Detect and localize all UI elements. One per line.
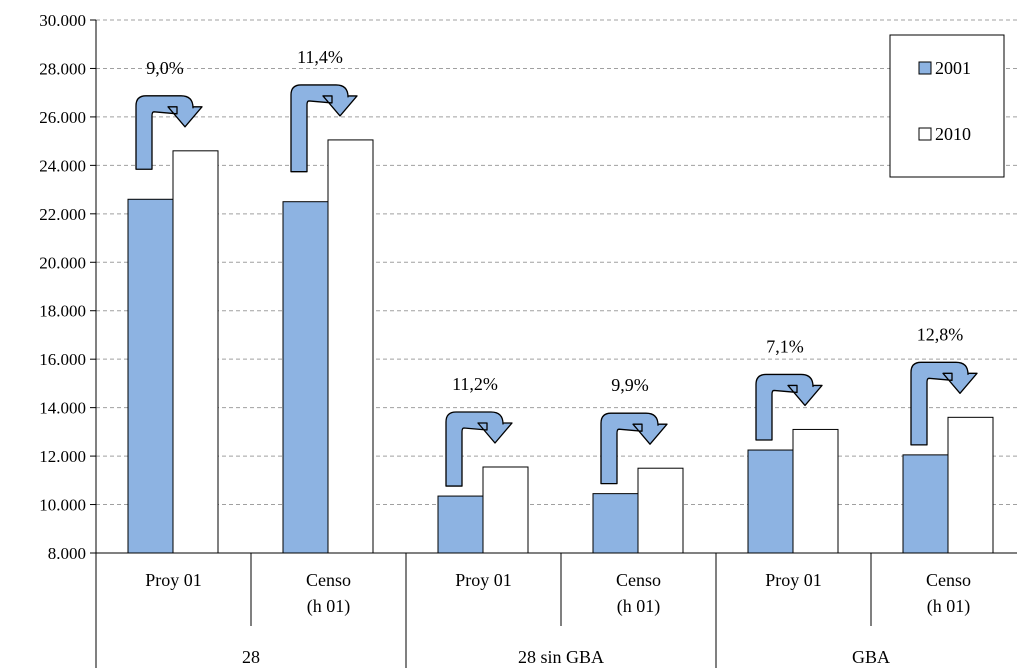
group-label: 28 sin GBA bbox=[518, 647, 604, 667]
group-label: GBA bbox=[852, 647, 890, 667]
bar-2001 bbox=[592, 493, 639, 554]
y-tick-label: 24.000 bbox=[39, 156, 86, 175]
growth-arrows bbox=[135, 84, 978, 487]
percent-label: 9,9% bbox=[611, 375, 649, 395]
growth-arrow bbox=[445, 411, 513, 487]
y-tick-label: 30.000 bbox=[39, 11, 86, 30]
category-label: (h 01) bbox=[307, 596, 351, 617]
y-tick-label: 8.000 bbox=[48, 544, 86, 563]
legend-swatch bbox=[918, 61, 932, 75]
category-label: (h 01) bbox=[927, 596, 971, 617]
gridlines bbox=[96, 19, 1017, 506]
category-label: Proy 01 bbox=[765, 570, 822, 590]
percent-label: 12,8% bbox=[917, 324, 964, 344]
category-label: Proy 01 bbox=[145, 570, 202, 590]
growth-arrow bbox=[290, 84, 358, 173]
bar-2010 bbox=[327, 139, 374, 554]
category-label: (h 01) bbox=[617, 596, 661, 617]
y-tick-label: 18.000 bbox=[39, 302, 86, 321]
y-tick-label: 26.000 bbox=[39, 108, 86, 127]
legend-box bbox=[889, 34, 1005, 178]
group-label: 28 bbox=[242, 647, 260, 667]
legend-label: 2010 bbox=[935, 124, 971, 144]
bar-2010 bbox=[947, 416, 994, 554]
percent-label: 9,0% bbox=[146, 58, 184, 78]
percent-label: 11,2% bbox=[452, 374, 498, 394]
y-tick-label: 14.000 bbox=[39, 399, 86, 418]
y-tick-label: 28.000 bbox=[39, 59, 86, 78]
category-label: Proy 01 bbox=[455, 570, 512, 590]
x-axis: Proy 01 Censo (h 01) 28 Proy 01 Censo (h 01) 28… bbox=[95, 552, 1017, 668]
bar-2010 bbox=[482, 466, 529, 554]
growth-arrow bbox=[910, 361, 978, 446]
growth-arrow bbox=[600, 412, 668, 485]
y-axis: 8.000 10.000 12.000 14.000 16.000 18.000 20.00… bbox=[39, 11, 97, 563]
category-label: Censo bbox=[306, 570, 351, 590]
category-label: Censo bbox=[926, 570, 971, 590]
bar-2001 bbox=[127, 198, 174, 554]
y-tick-label: 12.000 bbox=[39, 447, 86, 466]
legend: 2001 2010 bbox=[889, 34, 1005, 178]
y-tick-label: 10.000 bbox=[39, 496, 86, 515]
legend-label: 2001 bbox=[935, 58, 971, 78]
percent-label: 7,1% bbox=[766, 336, 804, 356]
growth-arrow bbox=[755, 373, 823, 441]
growth-arrow bbox=[135, 95, 203, 170]
y-tick-label: 20.000 bbox=[39, 253, 86, 272]
bar-2001 bbox=[902, 454, 949, 554]
bars bbox=[127, 139, 994, 554]
percent-label: 11,4% bbox=[297, 47, 343, 67]
y-tick-label: 22.000 bbox=[39, 205, 86, 224]
category-label: Censo bbox=[616, 570, 661, 590]
bar-2001 bbox=[747, 449, 794, 554]
y-tick-label: 16.000 bbox=[39, 350, 86, 369]
bar-2010 bbox=[637, 467, 684, 554]
bar-2010 bbox=[792, 428, 839, 554]
bar-2001 bbox=[282, 201, 329, 554]
percent-labels: 9,0% 11,4% 11,2% 9,9% 7,1% 12,8% bbox=[146, 47, 963, 395]
bar-2001 bbox=[437, 495, 484, 554]
legend-swatch bbox=[918, 127, 932, 141]
bar-2010 bbox=[172, 150, 219, 554]
